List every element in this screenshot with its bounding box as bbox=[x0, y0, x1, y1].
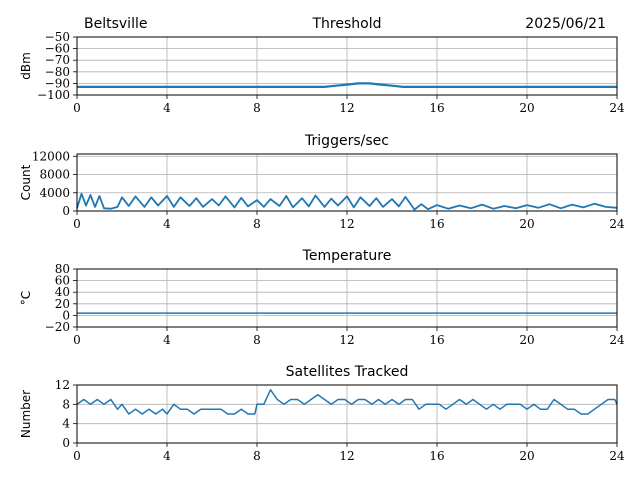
x-tick-label: 12 bbox=[339, 101, 354, 115]
x-tick-label: 12 bbox=[339, 217, 354, 231]
location-label: Beltsville bbox=[84, 16, 147, 32]
x-tick-label: 4 bbox=[163, 333, 171, 347]
y-tick-label: 80 bbox=[55, 262, 70, 276]
series-line bbox=[77, 82, 617, 88]
y-tick-label: −100 bbox=[37, 88, 70, 102]
x-tick-label: 20 bbox=[519, 101, 534, 115]
chart-title: Temperature bbox=[302, 248, 392, 264]
y-tick-label: −50 bbox=[45, 30, 70, 44]
x-tick-label: 20 bbox=[519, 449, 534, 463]
chart-title: Satellites Tracked bbox=[286, 364, 409, 380]
y-tick-label: −80 bbox=[45, 65, 70, 79]
x-tick-label: 0 bbox=[73, 449, 81, 463]
x-tick-label: 16 bbox=[429, 333, 444, 347]
y-tick-label: 0 bbox=[62, 308, 70, 322]
y-axis-label: dBm bbox=[19, 52, 33, 80]
x-tick-label: 16 bbox=[429, 217, 444, 231]
x-tick-label: 4 bbox=[163, 101, 171, 115]
y-tick-label: 4 bbox=[62, 417, 70, 431]
date-label: 2025/06/21 bbox=[525, 16, 606, 32]
chart-panel-1: 0 4 8 12 16 20 24 −100−90−80−70−60−50 Threshold d… bbox=[19, 16, 625, 115]
y-tick-label: −70 bbox=[45, 53, 70, 67]
x-tick-label: 20 bbox=[519, 217, 534, 231]
x-tick-label: 24 bbox=[609, 449, 625, 463]
y-tick-label: 40 bbox=[55, 285, 70, 299]
y-tick-label: 60 bbox=[55, 274, 70, 288]
x-tick-label: 24 bbox=[609, 101, 625, 115]
x-tick-label: 12 bbox=[339, 333, 354, 347]
y-tick-label: −60 bbox=[45, 42, 70, 56]
x-tick-label: 24 bbox=[609, 217, 625, 231]
y-tick-label: 8 bbox=[62, 397, 70, 411]
x-tick-label: 24 bbox=[609, 333, 625, 347]
y-axis-label: Number bbox=[19, 390, 33, 438]
x-tick-label: 8 bbox=[253, 333, 261, 347]
y-tick-label: 0 bbox=[62, 204, 70, 218]
y-tick-label: 20 bbox=[55, 297, 70, 311]
x-tick-label: 16 bbox=[429, 449, 444, 463]
chart-panel-2: 0 4 8 12 16 20 24 0 4000 8000 12000 Triggers/sec Cou… bbox=[19, 133, 625, 231]
x-tick-label: 4 bbox=[163, 449, 171, 463]
x-tick-label: 16 bbox=[429, 101, 444, 115]
x-tick-label: 8 bbox=[253, 217, 261, 231]
y-tick-label: 8000 bbox=[39, 168, 70, 182]
y-axis-label: °C bbox=[19, 291, 33, 305]
y-tick-label: 4000 bbox=[39, 186, 70, 200]
x-tick-label: 0 bbox=[73, 101, 81, 115]
x-tick-label: 8 bbox=[253, 101, 261, 115]
y-axis-label: Count bbox=[19, 164, 33, 200]
x-tick-label: 0 bbox=[73, 333, 81, 347]
y-tick-label: 0 bbox=[62, 436, 70, 450]
x-tick-label: 8 bbox=[253, 449, 261, 463]
series-line bbox=[76, 192, 618, 211]
chart-title: Threshold bbox=[312, 16, 382, 32]
x-tick-label: 20 bbox=[519, 333, 534, 347]
chart-panel-4: 0 4 8 12 16 20 24 0 4 8 12 Satellites Tracked Number bbox=[19, 364, 625, 463]
y-tick-label: −90 bbox=[45, 76, 70, 90]
y-tick-label: 12 bbox=[55, 378, 70, 392]
y-tick-label: 12000 bbox=[32, 149, 70, 163]
x-tick-label: 4 bbox=[163, 217, 171, 231]
series-line bbox=[76, 389, 618, 415]
y-tick-label: −20 bbox=[45, 320, 70, 334]
x-tick-label: 0 bbox=[73, 217, 81, 231]
x-tick-label: 12 bbox=[339, 449, 354, 463]
chart-title: Triggers/sec bbox=[304, 133, 389, 149]
